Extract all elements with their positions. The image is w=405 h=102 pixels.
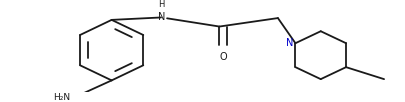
Text: H: H [158, 0, 164, 9]
Text: O: O [219, 52, 227, 62]
Text: H₂N: H₂N [53, 93, 70, 102]
Text: N: N [158, 12, 165, 22]
Text: N: N [285, 38, 293, 48]
